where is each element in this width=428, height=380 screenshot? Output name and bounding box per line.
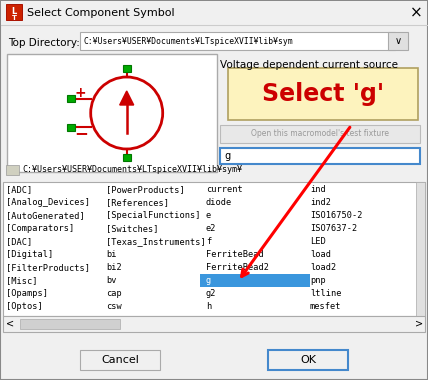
Text: ind: ind [310,185,326,194]
Bar [123,154,131,161]
Text: [Switches]: [Switches] [106,224,158,233]
Bar [416,182,425,316]
Bar [220,148,420,164]
Text: bi: bi [106,250,116,259]
Text: FerriteBead2: FerriteBead2 [206,263,269,272]
Text: OK: OK [300,355,316,365]
Text: e2: e2 [206,224,217,233]
Text: [DAC]: [DAC] [6,237,32,246]
Bar [67,95,75,102]
Text: LED: LED [310,237,326,246]
Bar [67,124,75,131]
Text: [Optos]: [Optos] [6,302,43,311]
Text: <: < [6,319,14,329]
Text: [Digital]: [Digital] [6,250,53,259]
Text: Select 'g': Select 'g' [262,82,384,106]
Text: −: − [74,124,88,142]
Text: T: T [12,15,17,21]
Text: ISO7637-2: ISO7637-2 [310,224,357,233]
Text: C:¥Users¥USER¥Documents¥LTspiceXVII¥lib¥sym: C:¥Users¥USER¥Documents¥LTspiceXVII¥lib¥… [84,36,294,46]
Bar [6,4,22,20]
Text: [Opamps]: [Opamps] [6,289,48,298]
Text: ∨: ∨ [395,36,401,46]
Bar [123,65,131,72]
Text: Voltage dependent current source: Voltage dependent current source [220,60,398,70]
Bar [20,319,120,329]
Bar [80,350,160,370]
Text: load: load [310,250,331,259]
Text: mesfet: mesfet [310,302,342,311]
Text: ind2: ind2 [310,198,331,207]
Bar [200,274,310,287]
Text: [Comparators]: [Comparators] [6,224,74,233]
Text: [References]: [References] [106,198,169,207]
Bar [1,1,427,25]
Text: FerriteBead: FerriteBead [206,250,264,259]
Text: [Misc]: [Misc] [6,276,38,285]
Text: Top Directory:: Top Directory: [8,38,80,48]
Text: csw: csw [106,302,122,311]
Polygon shape [120,91,134,105]
Text: bv: bv [106,276,116,285]
Text: [Analog_Devices]: [Analog_Devices] [6,198,90,207]
Bar [80,32,395,50]
Text: L: L [12,8,17,16]
Text: diode: diode [206,198,232,207]
Text: [FilterProducts]: [FilterProducts] [6,263,90,272]
Text: [Texas_Instruments]: [Texas_Instruments] [106,237,206,246]
FancyArrowPatch shape [242,127,350,277]
Text: +: + [75,86,86,100]
Text: f: f [206,237,211,246]
Bar [268,350,348,370]
Text: load2: load2 [310,263,336,272]
Bar [3,316,425,332]
Text: cap: cap [106,289,122,298]
Text: [AutoGenerated]: [AutoGenerated] [6,211,85,220]
Text: g2: g2 [206,289,217,298]
Bar [3,182,425,316]
Text: ×: × [410,5,422,21]
Text: [PowerProducts]: [PowerProducts] [106,185,185,194]
Text: g: g [224,151,230,161]
Bar [388,32,408,50]
Text: g: g [206,276,211,285]
Text: [ADC]: [ADC] [6,185,32,194]
Text: >: > [415,319,423,329]
Text: Open this macromodel's test fixture: Open this macromodel's test fixture [251,130,389,138]
Text: C:¥Users¥USER¥Documents¥LTspiceXVII¥lib¥sym¥: C:¥Users¥USER¥Documents¥LTspiceXVII¥lib¥… [22,166,242,174]
Text: pnp: pnp [310,276,326,285]
Text: bi2: bi2 [106,263,122,272]
Text: ISO16750-2: ISO16750-2 [310,211,363,220]
Text: current: current [206,185,243,194]
Text: e: e [206,211,211,220]
Bar [220,125,420,143]
Bar [7,54,217,172]
Text: Select Component Symbol: Select Component Symbol [27,8,175,18]
Bar [6,165,19,175]
Text: ltline: ltline [310,289,342,298]
Text: [SpecialFunctions]: [SpecialFunctions] [106,211,200,220]
Bar [228,68,418,120]
Text: h: h [206,302,211,311]
Text: Cancel: Cancel [101,355,139,365]
